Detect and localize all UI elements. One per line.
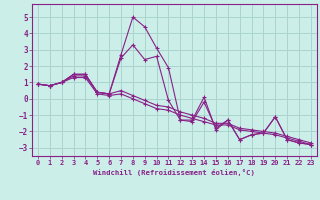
X-axis label: Windchill (Refroidissement éolien,°C): Windchill (Refroidissement éolien,°C) <box>93 169 255 176</box>
